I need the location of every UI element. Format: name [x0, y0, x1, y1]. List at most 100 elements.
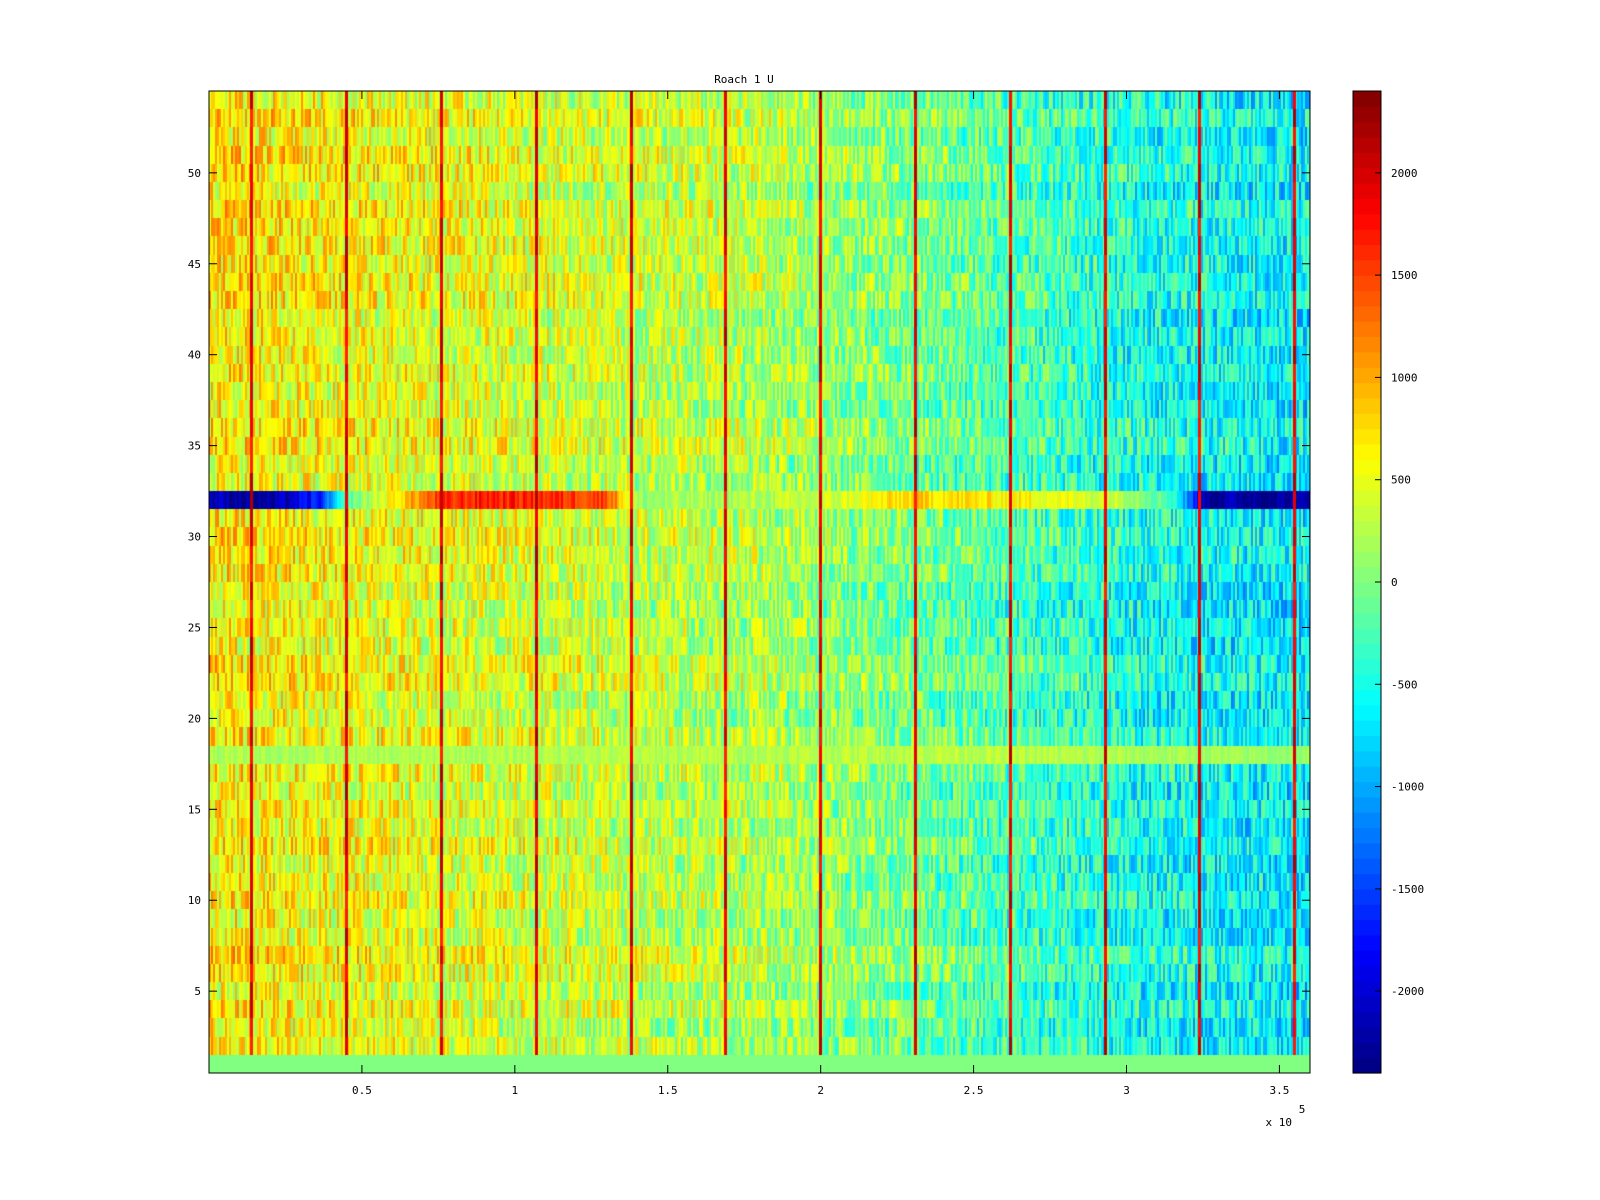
colorbar-band	[1353, 137, 1381, 153]
colorbar-band	[1353, 106, 1381, 123]
colorbar-band	[1353, 628, 1381, 644]
colorbar-band	[1353, 305, 1381, 322]
y-axis: 5 10 15 20 25 30 35 40 45 50	[188, 167, 1310, 998]
colorbar-band	[1353, 91, 1381, 107]
colorbar-band	[1353, 582, 1381, 598]
colorbar-tick-label: 1500	[1391, 269, 1418, 282]
colorbar-band	[1353, 229, 1381, 246]
colorbar-band	[1353, 827, 1381, 844]
y-tick-label: 15	[188, 803, 201, 816]
colorbar-band	[1353, 489, 1381, 506]
colorbar-band	[1353, 443, 1381, 460]
colorbar-tick-label: -1500	[1391, 883, 1424, 896]
x-tick-label: 0.5	[352, 1084, 372, 1097]
colorbar-band	[1353, 213, 1381, 230]
colorbar-band	[1353, 643, 1381, 660]
colorbar-band	[1353, 551, 1381, 568]
colorbar-tick-label: -1000	[1391, 781, 1424, 794]
x-axis-exponent-power: 5	[1299, 1103, 1306, 1116]
x-axis-exponent-base: x 10	[1266, 1116, 1293, 1129]
colorbar-band	[1353, 290, 1381, 307]
x-tick-label: 3	[1123, 1084, 1130, 1097]
colorbar-band	[1353, 781, 1381, 798]
colorbar-band	[1353, 428, 1381, 445]
colorbar-band	[1353, 689, 1381, 706]
colorbar-band	[1353, 1042, 1381, 1059]
chart-title: Roach 1 U	[714, 73, 774, 86]
colorbar-band	[1353, 873, 1381, 890]
colorbar-band	[1353, 505, 1381, 522]
colorbar-band	[1353, 980, 1381, 997]
colorbar-band	[1353, 612, 1381, 629]
colorbar-band	[1353, 1057, 1381, 1074]
colorbar-band	[1353, 474, 1381, 491]
x-axis-exponent-label: x 10	[1266, 1116, 1293, 1129]
colorbar-band	[1353, 535, 1381, 552]
colorbar-band	[1353, 720, 1381, 737]
colorbar-band	[1353, 397, 1381, 414]
colorbar-band	[1353, 658, 1381, 675]
colorbar-tick-label: -2000	[1391, 985, 1424, 998]
x-tick-label: 3.5	[1269, 1084, 1289, 1097]
colorbar-band	[1353, 934, 1381, 951]
y-tick-label: 20	[188, 712, 201, 725]
colorbar-band	[1353, 351, 1381, 368]
colorbar-band	[1353, 152, 1381, 169]
x-tick-label: 2.5	[964, 1084, 984, 1097]
colorbar-tick-label: -500	[1391, 678, 1418, 691]
colorbar-tick-label: 500	[1391, 474, 1411, 487]
colorbar-band	[1353, 336, 1381, 353]
colorbar-band	[1353, 965, 1381, 982]
y-tick-label: 35	[188, 440, 201, 453]
colorbar-band	[1353, 167, 1381, 184]
colorbar-band	[1353, 735, 1381, 752]
colorbar-band	[1353, 367, 1381, 384]
colorbar-band	[1353, 996, 1381, 1013]
colorbar-band	[1353, 382, 1381, 399]
y-tick-label: 10	[188, 894, 201, 907]
colorbar-band	[1353, 183, 1381, 200]
colorbar-band	[1353, 566, 1381, 583]
colorbar-band	[1353, 919, 1381, 936]
colorbar-band	[1353, 459, 1381, 476]
colorbar-band	[1353, 259, 1381, 276]
colorbar-band	[1353, 244, 1381, 261]
y-tick-label: 30	[188, 531, 201, 544]
colorbar-band	[1353, 888, 1381, 905]
x-tick-label: 1.5	[658, 1084, 678, 1097]
colorbar-band	[1353, 950, 1381, 967]
y-tick-label: 40	[188, 349, 201, 362]
colorbar-band	[1353, 796, 1381, 813]
y-tick-label: 5	[194, 985, 201, 998]
colorbar-band	[1353, 842, 1381, 859]
colorbar-band	[1353, 858, 1381, 875]
colorbar-band	[1353, 904, 1381, 921]
colorbar-band	[1353, 520, 1381, 537]
colorbar-band	[1353, 198, 1381, 215]
colorbar-band	[1353, 766, 1381, 783]
colorbar-band	[1353, 750, 1381, 767]
colorbar-band	[1353, 1011, 1381, 1028]
y-tick-label: 45	[188, 258, 201, 271]
y-tick-label: 25	[188, 621, 201, 634]
colorbar-tick-label: 1000	[1391, 371, 1418, 384]
colorbar-band	[1353, 812, 1381, 829]
colorbar-tick-label: 2000	[1391, 167, 1418, 180]
heatmap	[209, 91, 1310, 1073]
colorbar-band	[1353, 121, 1381, 138]
colorbar-axis: 2000 1500 1000 500 0 -500 -1000 -1500 -2000	[1375, 167, 1424, 998]
colorbar-band	[1353, 704, 1381, 721]
colorbar-band	[1353, 597, 1381, 614]
plot-frame	[208, 90, 1311, 1074]
colorbar-tick-label: 0	[1391, 576, 1398, 589]
heatmap-image	[209, 91, 1310, 1073]
x-tick-label: 2	[817, 1084, 824, 1097]
colorbar-band	[1353, 674, 1381, 691]
x-tick-label: 1	[512, 1084, 519, 1097]
colorbar-band	[1353, 321, 1381, 338]
y-tick-label: 50	[188, 167, 201, 180]
x-axis: 0.5 1 1.5 2 2.5 3 3.5	[352, 91, 1289, 1097]
colorbar-band	[1353, 1026, 1381, 1043]
colorbar	[1353, 91, 1381, 1074]
